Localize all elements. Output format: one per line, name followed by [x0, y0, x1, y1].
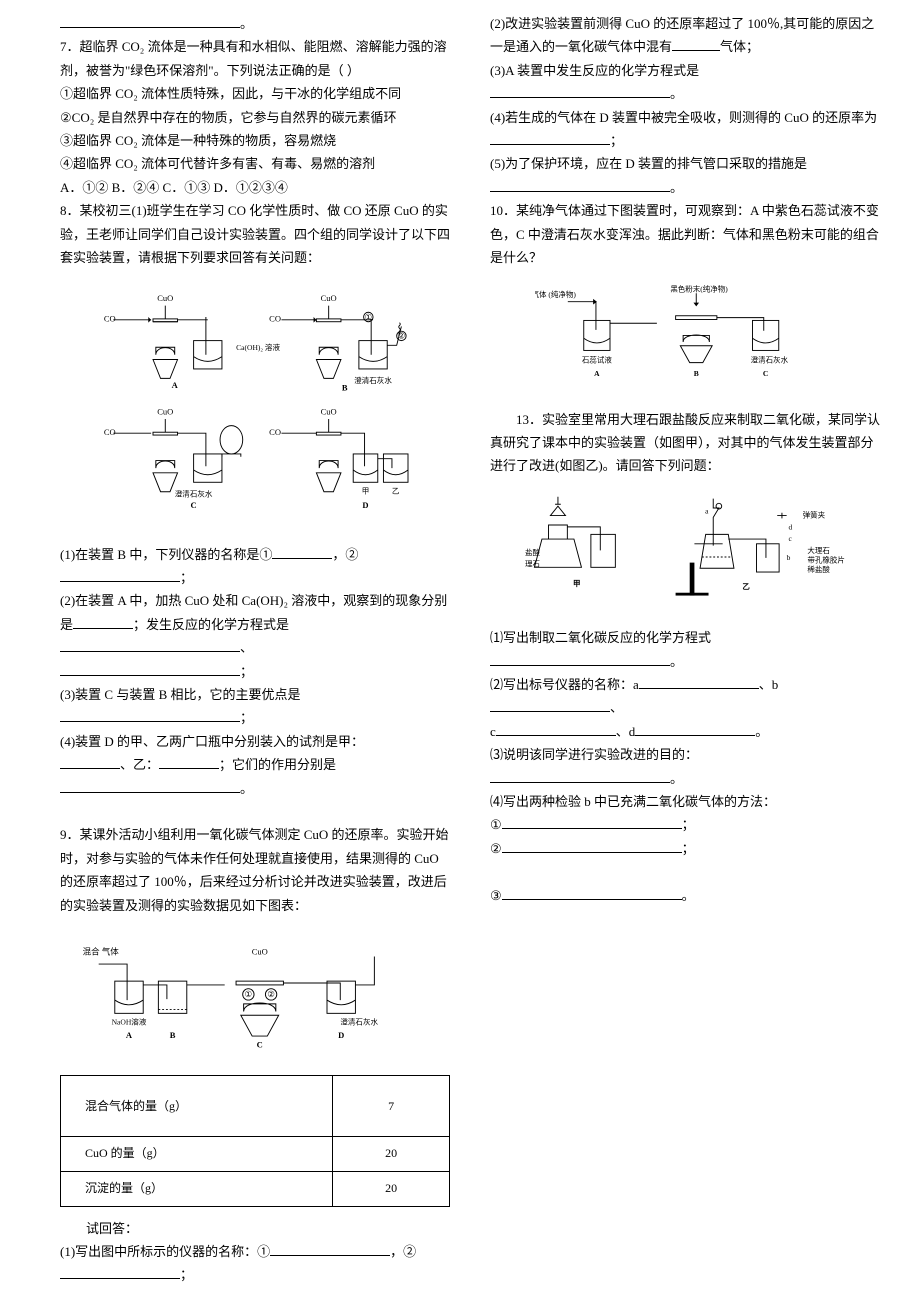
svg-text:CO: CO [269, 427, 281, 437]
svg-text:B: B [694, 369, 699, 378]
svg-text:石蕊试液: 石蕊试液 [582, 355, 612, 365]
q10-stem: 10．某纯净气体通过下图装置时，可观察到：A 中紫色石蕊试液不变色，C 中澄清石… [490, 199, 880, 269]
svg-text:稀盐酸: 稀盐酸 [525, 547, 541, 557]
svg-text:弹簧夹: 弹簧夹 [803, 509, 826, 519]
svg-text:黑色粉末(纯净物): 黑色粉末(纯净物) [670, 284, 728, 294]
svg-text:C: C [191, 500, 197, 510]
svg-text:CuO: CuO [321, 407, 337, 417]
q13-stem: 13．实验室里常用大理石跟盐酸反应来制取二氧化碳，某同学认真研究了课本中的实验装… [490, 408, 880, 478]
q10-diagram: 气体 (纯净物) 石蕊试液 A 黑色粉末(纯净物) B 澄清石灰水 C [490, 277, 880, 399]
svg-text:B: B [342, 383, 348, 393]
svg-text:CO: CO [104, 427, 116, 437]
svg-text:NaOH溶液: NaOH溶液 [112, 1017, 147, 1027]
svg-text:b: b [787, 553, 791, 562]
svg-text:CuO: CuO [157, 293, 173, 303]
svg-text:CO: CO [269, 314, 281, 324]
svg-text:甲: 甲 [573, 579, 581, 588]
q7-opt1: ①超临界 CO₂ 流体性质特殊，因此，与干冰的化学组成不同 [60, 82, 450, 105]
svg-text:D: D [362, 500, 368, 510]
svg-text:C: C [257, 1039, 263, 1049]
svg-text:a: a [705, 507, 709, 516]
q9-p4: (4)若生成的气体在 D 装置中被完全吸收，则测得的 CuO 的还原率为； [490, 106, 880, 153]
q13-p2: ⑵写出标号仪器的名称：a、b、 c、d。 [490, 673, 880, 743]
svg-text:A: A [594, 369, 600, 378]
q9-ans-hdr: 试回答： [60, 1217, 450, 1240]
q9-p1: (1)写出图中所标示的仪器的名称：①，② ； [60, 1240, 450, 1287]
q13-p1: ⑴写出制取二氧化碳反应的化学方程式。 [490, 626, 880, 673]
q8-stem: 8．某校初三(1)班学生在学习 CO 化学性质时、做 CO 还原 CuO 的实验… [60, 199, 450, 269]
q7-opt4: ④超临界 CO₂ 流体可代替许多有害、有毒、易燃的溶剂 [60, 152, 450, 175]
svg-text:A: A [126, 1030, 133, 1040]
q9-p2: (2)改进实验装置前测得 CuO 的还原率超过了 100％,其可能的原因之一是通… [490, 12, 880, 59]
q9-stem: 9．某课外活动小组利用一氧化碳气体测定 CuO 的还原率。实验开始时，对参与实验… [60, 823, 450, 917]
q8-p1: (1)在装置 B 中，下列仪器的名称是①，② ； [60, 543, 450, 590]
svg-text:乙: 乙 [392, 487, 400, 496]
svg-text:CuO: CuO [321, 293, 337, 303]
svg-text:乙: 乙 [742, 582, 750, 591]
svg-text:B: B [170, 1030, 176, 1040]
q13-p43: ③。 [490, 884, 880, 907]
q8-p2: (2)在装置 A 中，加热 CuO 处和 Ca(OH)₂ 溶液中，观察到的现象分… [60, 589, 450, 683]
q9-p5: (5)为了保护环境，应在 D 装置的排气管口采取的措施是。 [490, 152, 880, 199]
svg-text:C: C [763, 369, 768, 378]
q7-opt3: ③超临界 CO₂ 流体是一种特殊的物质，容易燃烧 [60, 129, 450, 152]
svg-text:带孔橡胶片: 带孔橡胶片 [807, 554, 845, 564]
q13-p41: ①； [490, 813, 880, 836]
q13-diagram: 稀盐酸 大理石 甲 弹簧夹 d c b a 大理石 [490, 486, 880, 618]
q8-p3: (3)装置 C 与装置 B 相比，它的主要优点是； [60, 683, 450, 730]
q8-p4: (4)装置 D 的甲、乙两广口瓶中分别装入的试剂是甲：、乙：；它们的作用分别是 … [60, 730, 450, 800]
svg-text:混合 气体: 混合 气体 [83, 947, 120, 957]
svg-text:CuO: CuO [252, 947, 268, 957]
svg-text:澄清石灰水: 澄清石灰水 [751, 355, 789, 365]
svg-text:A: A [172, 380, 179, 390]
svg-text:稀盐酸: 稀盐酸 [807, 564, 830, 574]
svg-text:d: d [789, 523, 793, 532]
q13-p4: ⑷写出两种检验 b 中已充满二氧化碳气体的方法： [490, 790, 880, 813]
q9-table: 混合气体的量（g）7 CuO 的量（g）20 沉淀的量（g）20 [60, 1075, 450, 1206]
svg-text:CuO: CuO [157, 407, 173, 417]
svg-text:气体 (纯净物): 气体 (纯净物) [535, 289, 576, 299]
q9-diagram: 混合 气体 NaOH溶液 A B CuO ① ② C [60, 925, 450, 1067]
svg-text:D: D [338, 1030, 344, 1040]
q7-opt2: ②CO₂ 是自然界中存在的物质，它参与自然界的碳元素循环 [60, 106, 450, 129]
svg-text:②: ② [267, 989, 275, 999]
svg-text:CO: CO [104, 314, 116, 324]
q7-stem: 7．超临界 CO₂ 流体是一种具有和水相似、能阻燃、溶解能力强的溶剂，被誉为"绿… [60, 35, 450, 82]
svg-text:Ca(OH)₂ 溶液: Ca(OH)₂ 溶液 [236, 342, 280, 352]
svg-text:大理石: 大理石 [525, 558, 541, 568]
q8-diagram: CO CuO Ca(OH)₂ 溶液 A CO [60, 277, 450, 534]
svg-text:澄清石灰水: 澄清石灰水 [175, 489, 213, 499]
q13-p42: ②； [490, 837, 880, 860]
q13-p3: ⑶说明该同学进行实验改进的目的：。 [490, 743, 880, 790]
q7-choices: A．①② B．②④ C．①③ D．①②③④ [60, 176, 450, 199]
q9-p3: (3)A 装置中发生反应的化学方程式是。 [490, 59, 880, 106]
svg-text:①: ① [245, 989, 253, 999]
svg-text:澄清石灰水: 澄清石灰水 [340, 1017, 378, 1027]
svg-text:澄清石灰水: 澄清石灰水 [354, 375, 392, 385]
svg-text:c: c [789, 534, 793, 543]
svg-text:大理石: 大理石 [807, 545, 830, 555]
svg-text:甲: 甲 [362, 487, 370, 496]
